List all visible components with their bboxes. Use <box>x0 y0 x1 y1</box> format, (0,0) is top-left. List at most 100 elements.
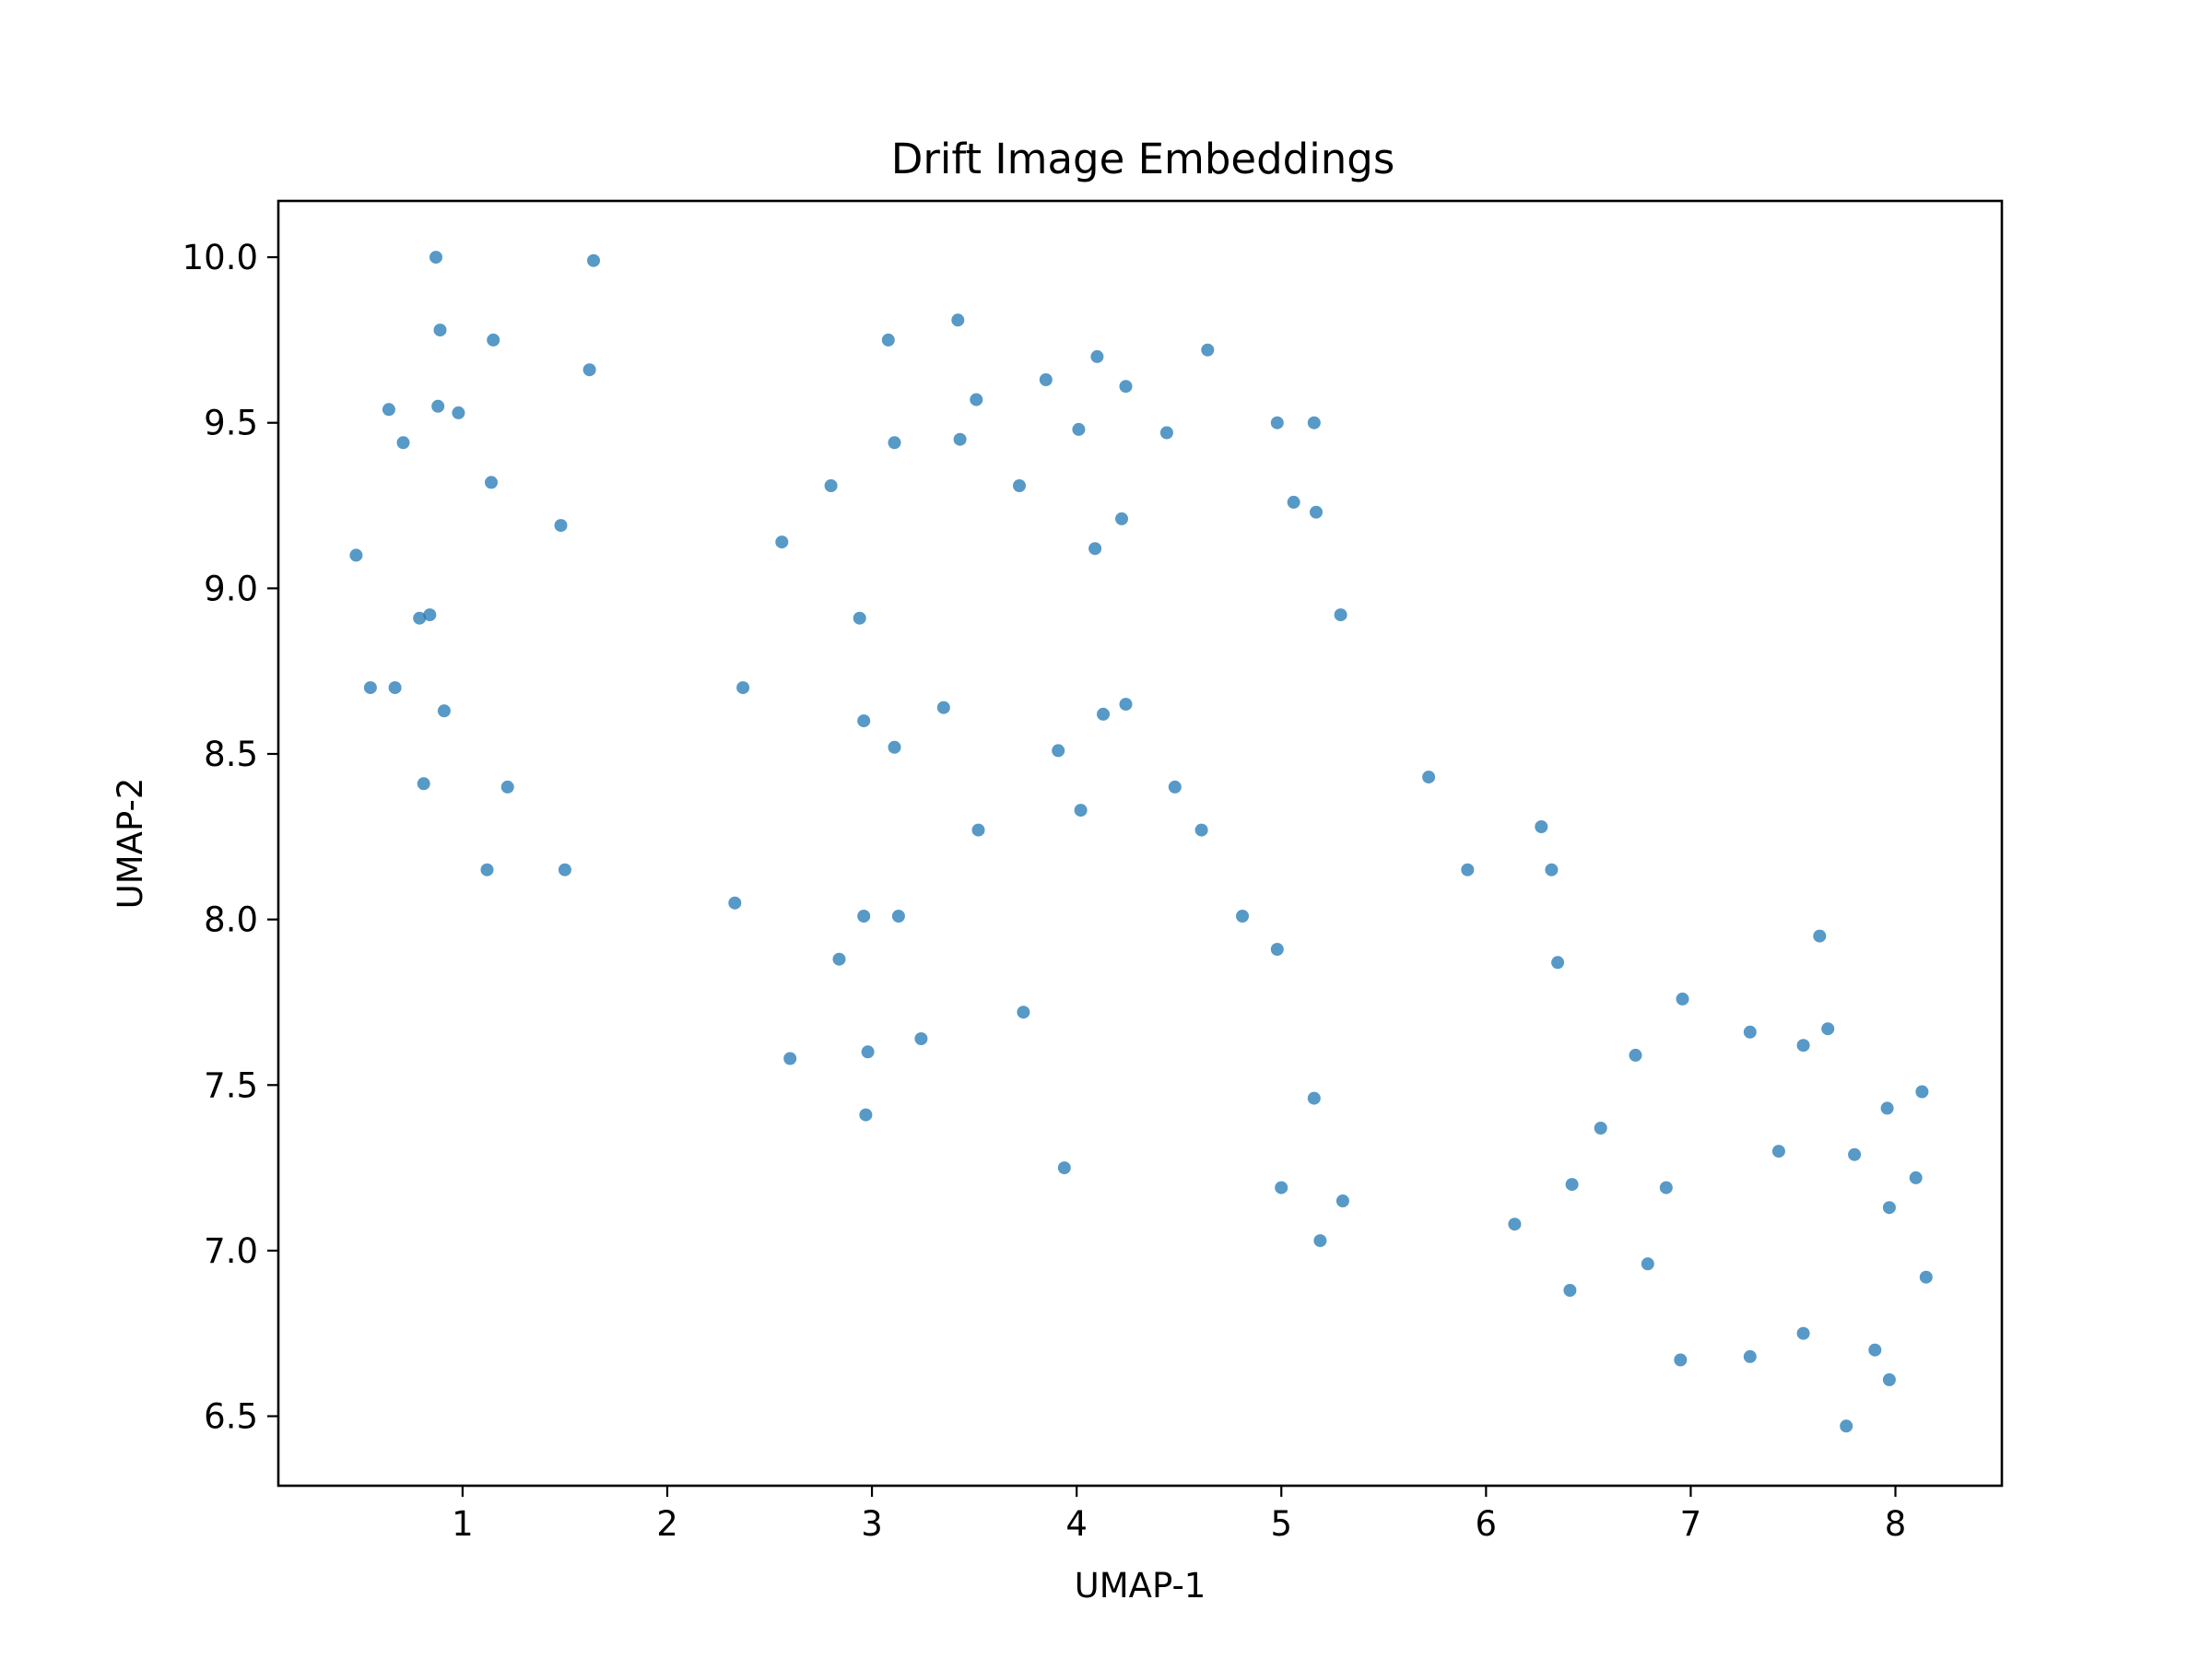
data-point <box>413 611 427 625</box>
data-point <box>1796 1039 1810 1053</box>
data-point <box>500 780 514 794</box>
data-point <box>431 399 445 413</box>
x-tick-label: 1 <box>452 1504 474 1544</box>
data-point <box>728 896 742 910</box>
data-point <box>363 681 377 695</box>
data-point <box>423 608 437 622</box>
data-point <box>1909 1171 1923 1184</box>
data-point <box>881 333 895 347</box>
data-point <box>433 324 447 337</box>
data-point <box>824 479 838 492</box>
data-point <box>1848 1147 1862 1161</box>
data-point <box>1335 1194 1349 1207</box>
data-point <box>853 611 866 625</box>
y-tick-label: 7.5 <box>204 1065 258 1105</box>
data-point <box>1674 1353 1688 1367</box>
data-point <box>1307 416 1321 429</box>
y-tick-label: 6.5 <box>204 1397 258 1437</box>
data-point <box>1796 1326 1810 1340</box>
data-point <box>487 333 500 347</box>
x-axis-ticks: 1 2 3 4 5 6 7 8 <box>452 1486 1906 1544</box>
data-point <box>1771 1145 1785 1159</box>
data-point <box>1287 495 1300 509</box>
data-point <box>480 863 494 877</box>
y-tick-label: 8.0 <box>204 900 258 940</box>
data-point <box>1119 380 1133 394</box>
x-tick-label: 6 <box>1476 1504 1498 1544</box>
x-tick-label: 7 <box>1680 1504 1702 1544</box>
y-axis-label: UMAP-2 <box>111 778 150 910</box>
data-point <box>1017 1006 1030 1019</box>
data-point <box>1088 542 1102 556</box>
data-point <box>857 714 871 728</box>
data-point <box>832 952 846 966</box>
data-point <box>775 535 789 549</box>
data-point <box>1270 416 1284 429</box>
data-point <box>1508 1218 1522 1231</box>
data-point <box>485 476 498 489</box>
y-tick-label: 7.0 <box>204 1231 258 1271</box>
data-point <box>349 548 363 562</box>
data-point <box>1313 1234 1327 1248</box>
data-point <box>888 740 901 754</box>
data-point <box>1461 863 1475 877</box>
data-point <box>1629 1048 1642 1062</box>
data-point <box>861 1045 875 1059</box>
data-point <box>951 313 965 327</box>
data-point <box>1915 1085 1929 1099</box>
data-point <box>1194 823 1208 837</box>
data-point <box>1535 820 1548 833</box>
data-point <box>1307 1091 1321 1105</box>
data-point <box>783 1052 797 1065</box>
data-point <box>1115 512 1128 525</box>
y-tick-label: 9.0 <box>204 569 258 608</box>
data-point <box>1159 426 1173 440</box>
data-point <box>429 251 442 265</box>
x-axis-label: UMAP-1 <box>1075 1566 1206 1606</box>
data-point <box>582 363 596 377</box>
y-tick-label: 10.0 <box>182 238 258 277</box>
data-point <box>1594 1122 1607 1135</box>
data-point <box>396 436 410 450</box>
data-point <box>1013 479 1026 492</box>
data-point <box>1868 1343 1882 1357</box>
data-point <box>1201 343 1215 357</box>
data-point <box>1659 1181 1673 1194</box>
data-point <box>1882 1201 1896 1215</box>
data-point <box>1545 863 1559 877</box>
data-point <box>953 432 967 446</box>
data-point <box>914 1032 928 1045</box>
y-tick-label: 9.5 <box>204 404 258 443</box>
data-point <box>554 519 568 533</box>
data-point <box>1882 1373 1896 1386</box>
data-point <box>1422 771 1436 784</box>
data-point <box>558 863 571 877</box>
data-point <box>1057 1161 1071 1175</box>
data-point <box>1821 1022 1835 1036</box>
data-point <box>1039 373 1053 386</box>
data-point <box>1074 804 1088 818</box>
data-point <box>1270 943 1284 956</box>
data-point <box>936 700 950 714</box>
data-point <box>1743 1349 1757 1363</box>
data-point <box>1919 1270 1933 1284</box>
data-point <box>1236 910 1249 923</box>
data-point <box>1275 1181 1288 1194</box>
data-point <box>417 777 430 791</box>
data-point <box>1090 349 1104 363</box>
data-point <box>1072 422 1086 436</box>
data-point <box>1310 505 1323 519</box>
data-point <box>437 704 451 718</box>
x-tick-label: 3 <box>861 1504 883 1544</box>
data-point <box>1334 608 1347 622</box>
data-points <box>349 251 1933 1433</box>
x-tick-label: 5 <box>1270 1504 1292 1544</box>
data-point <box>970 393 983 406</box>
data-point <box>1551 956 1565 970</box>
plot-frame <box>276 199 2004 1488</box>
data-point <box>1168 780 1182 794</box>
data-point <box>388 681 402 695</box>
data-point <box>1641 1257 1654 1271</box>
